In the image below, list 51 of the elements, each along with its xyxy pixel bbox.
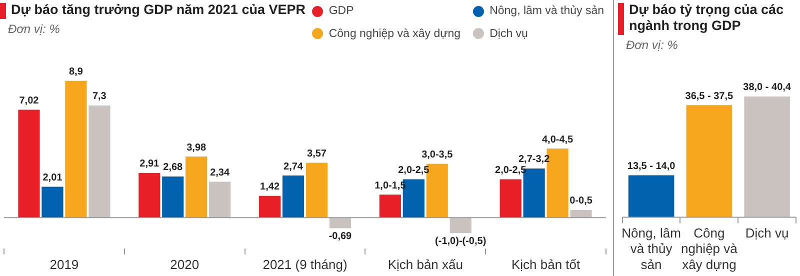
bar	[209, 182, 231, 218]
x-tick-label: 2021 (9 tháng)	[262, 256, 348, 272]
x-tick-label: Dịch vụ	[745, 226, 789, 241]
bar	[500, 179, 522, 218]
data-label: 2,74	[284, 161, 304, 172]
x-tick-label: Kịch bản xấu	[388, 256, 463, 272]
legend-label: Công nghiệp và xây dựng	[328, 28, 461, 40]
data-label: 0-0,5	[570, 196, 593, 207]
chart-subtitle: Đơn vị: %	[8, 22, 61, 36]
x-tick-label: 2019	[50, 256, 79, 272]
bar	[282, 176, 304, 218]
data-label: 7,3	[92, 91, 107, 102]
bar	[88, 105, 110, 218]
chart-title: Dự báo tỷ trọng của các ngành trong GDP	[629, 2, 785, 34]
bar	[379, 194, 401, 218]
bar	[258, 196, 281, 218]
data-label: 2,34	[210, 167, 230, 178]
bar	[65, 80, 87, 218]
bar	[570, 210, 592, 218]
data-label: -0,69	[328, 231, 352, 242]
bar	[138, 172, 160, 218]
data-label: 2,68	[163, 162, 184, 174]
bar	[42, 186, 64, 218]
data-label: 7,02	[19, 96, 40, 107]
data-label: (-1,0)-(-0,5)	[435, 236, 486, 247]
bar	[306, 162, 328, 218]
x-tick-label: 2020	[170, 256, 200, 272]
data-label: 2,01	[42, 172, 63, 184]
legend-label: Nông, lâm và thủy sản	[490, 5, 604, 18]
data-label: 3,98	[186, 142, 207, 154]
x-tick-label: Kịch bản tốt	[511, 256, 581, 272]
bar	[162, 176, 184, 218]
data-label: 8,9	[68, 66, 84, 78]
legend-label: GDP	[328, 5, 354, 18]
annotation: 13,5 - 14,0	[627, 161, 676, 172]
bar	[186, 156, 208, 218]
x-tick-label: Công nghiệp và xây dựng	[680, 226, 738, 272]
data-label: 1,42	[260, 182, 280, 193]
bar	[450, 218, 472, 234]
chart-title: Dự báo tăng trưởng GDP năm 2021 của VEPR	[11, 2, 306, 18]
bar	[18, 110, 40, 218]
bar	[329, 218, 352, 228]
text: 38,0 - 40,4	[743, 82, 792, 94]
legend-label: Dịch vụ	[490, 28, 528, 40]
annotation: 36,5 - 37,5	[685, 90, 734, 102]
data-label: 4,0-4,5	[542, 134, 574, 146]
data-label: 2,91	[140, 158, 160, 170]
x-tick-label: Nông, lâm và thủy sản	[622, 226, 681, 272]
data-label: 3,57	[307, 148, 327, 160]
chart-subtitle: Đơn vị: %	[626, 38, 679, 52]
data-label: 3,0-3,5	[422, 150, 454, 161]
